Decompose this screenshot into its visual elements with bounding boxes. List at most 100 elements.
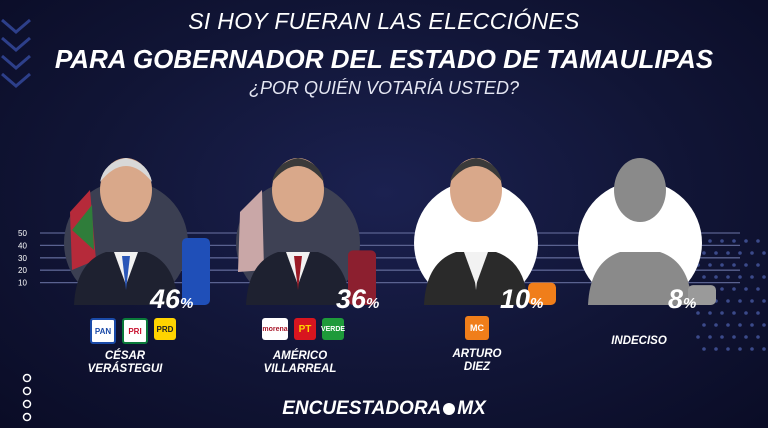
y-tick-label: 50 [18,229,27,238]
bar [528,282,556,305]
dot [720,311,724,315]
dot [714,323,718,327]
dot [714,251,718,255]
dot [720,263,724,267]
candidate-photo-icon [236,158,360,305]
dot [738,275,742,279]
bar [688,285,716,305]
dot [708,311,712,315]
dot [702,275,706,279]
party-logos-verastegui: PAN PRI PRD [90,318,176,344]
dot [714,275,718,279]
dot [762,347,766,351]
title-line-1: SI HOY FUERAN LAS ELECCIÓNES [188,8,580,34]
dot [732,287,736,291]
value-number: 10 [500,284,530,314]
candidate-photo-icon [64,158,188,305]
candidate-name-verastegui: CÉSAR VERÁSTEGUI [80,350,170,376]
name-line: AMÉRICO [272,350,328,362]
dot [756,335,760,339]
brand-suffix: MX [457,398,486,419]
dot [732,239,736,243]
dot [732,263,736,267]
party-logo-icon: PRD [154,318,176,340]
dot [756,239,760,243]
brand-logo: ENCUESTADORA MX [0,398,768,420]
value-number: 46 [149,284,181,314]
dot [726,299,730,303]
dot [696,311,700,315]
value-number: 36 [336,284,367,314]
dot-grid-icon [22,373,32,422]
name-line: DIEZ [463,361,491,373]
dot [762,323,766,327]
value-label: 36% [336,284,379,314]
dot [720,287,724,291]
dot [750,299,754,303]
dot [738,299,742,303]
chevron-icon [1,18,31,88]
dot [720,239,724,243]
dot [738,251,742,255]
candidate-photo-icon [578,158,702,305]
party-logo-icon: morena [262,318,288,340]
dot [756,311,760,315]
title-line-3: ¿POR QUIÉN VOTARÍA USTED? [248,78,520,98]
dot [702,347,706,351]
dot [738,347,742,351]
y-tick-label: 30 [18,254,27,263]
y-tick-label: 10 [18,279,27,288]
value-label: 8% [668,284,696,314]
dot [762,299,766,303]
party-logo-icon: VERDE [321,318,345,340]
candidate-name-diez: ARTURO DIEZ [432,348,522,374]
dot [732,335,736,339]
value-unit: % [180,295,193,312]
dot [738,323,742,327]
dot [726,347,730,351]
dot [726,323,730,327]
dot [732,311,736,315]
dot [756,263,760,267]
dot [726,251,730,255]
candidate-name-villarreal: AMÉRICO VILLARREAL [250,350,350,376]
value-number: 8 [668,284,683,314]
party-logo-icon: MC [465,316,489,340]
name-line: CÉSAR [104,350,146,362]
party-logo-icon: PT [294,318,316,340]
name-line: VILLARREAL [263,363,337,375]
value-unit: % [366,295,379,312]
value-label: 46% [149,284,193,314]
dot [702,323,706,327]
dot [708,239,712,243]
dot [744,287,748,291]
brand-name: ENCUESTADORA [282,398,442,419]
party-logo-icon: PAN [90,318,116,344]
party-logos-diez: MC [465,316,489,340]
brand-mark-icon [443,402,456,415]
value-unit: % [683,295,696,312]
dot [750,347,754,351]
name-line: INDECISO [611,335,667,347]
dot [714,347,718,351]
dot [750,251,754,255]
dot [744,239,748,243]
dot [756,287,760,291]
y-tick-label: 20 [18,266,27,275]
party-logos-villarreal: morena PT VERDE [262,318,345,340]
dot [750,323,754,327]
dot [762,251,766,255]
dot [744,311,748,315]
dot [702,251,706,255]
dot [696,335,700,339]
title-line-2: PARA GOBERNADOR DEL ESTADO DE TAMAULIPAS [54,44,714,74]
dot [726,275,730,279]
dot [744,335,748,339]
candidate-photo-icon [414,158,538,305]
name-line: VERÁSTEGUI [87,363,163,375]
bar [348,250,376,305]
dot [708,335,712,339]
dot [720,335,724,339]
